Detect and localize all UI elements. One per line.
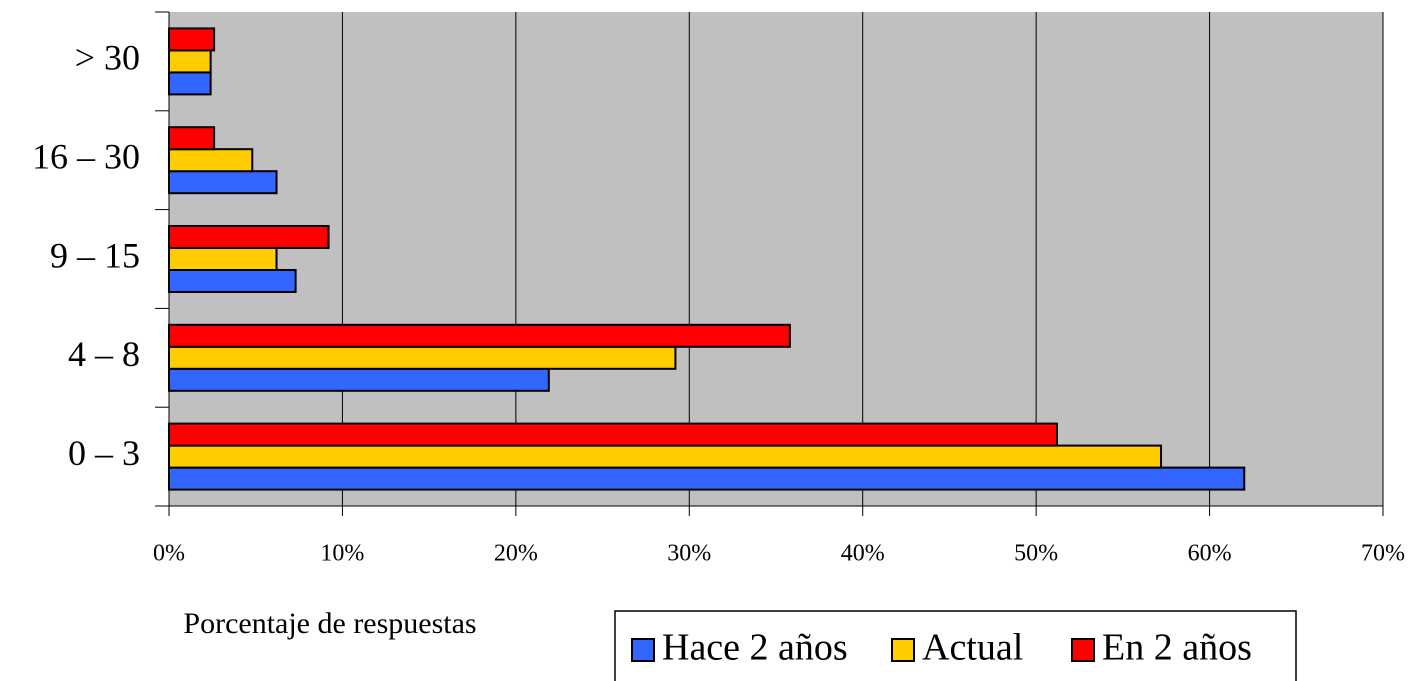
x-tick-label: 20% (494, 541, 538, 567)
x-tick-label: 50% (1014, 541, 1058, 567)
legend-swatch (891, 638, 915, 662)
x-tick-label: 30% (667, 541, 711, 567)
x-tick-label: 70% (1361, 541, 1405, 567)
x-axis-label: Porcentaje de respuestas (183, 607, 476, 640)
y-tick-label: 9 – 15 (50, 235, 140, 275)
legend-box (614, 610, 1297, 681)
legend-label: En 2 años (1102, 627, 1252, 669)
bar (168, 170, 278, 195)
x-tick-label: 60% (1188, 541, 1232, 567)
y-tick-label: 16 – 30 (32, 136, 140, 176)
legend-label: Hace 2 años (662, 627, 848, 669)
y-tick-label: 4 – 8 (68, 334, 140, 374)
bar (168, 466, 1246, 491)
legend: Hace 2 años Actual En 2 años (614, 610, 1297, 681)
bar (168, 269, 297, 293)
bar (168, 225, 330, 249)
bar (168, 444, 1163, 469)
bar (168, 422, 1058, 447)
bar (168, 126, 216, 151)
x-tick-label: 10% (320, 541, 364, 567)
bar (168, 367, 550, 392)
bar (168, 27, 216, 52)
legend-swatch (1071, 638, 1095, 662)
y-tick-label: 0 – 3 (68, 433, 140, 473)
bar (168, 323, 791, 348)
legend-swatch (631, 638, 655, 662)
legend-label: Actual (922, 627, 1023, 669)
bar (168, 148, 254, 173)
y-tick-label: > 30 (75, 38, 140, 78)
bar (168, 345, 677, 370)
x-tick-label: 0% (153, 541, 185, 567)
bar (168, 71, 212, 96)
x-tick-label: 40% (841, 541, 885, 567)
bar (168, 49, 212, 74)
bar (168, 247, 278, 271)
